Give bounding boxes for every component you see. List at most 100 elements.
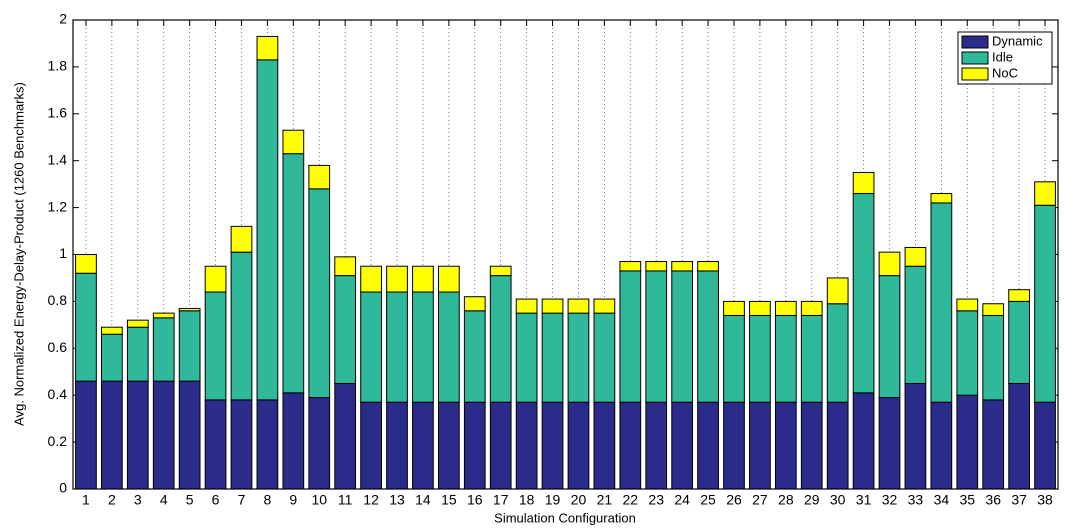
- bar-segment: [619, 401, 642, 490]
- bar-segment: [619, 261, 642, 272]
- x-tick-label: 5: [186, 492, 194, 508]
- bar-segment: [774, 401, 797, 490]
- bar-segment: [101, 333, 123, 382]
- bar-segment: [412, 291, 434, 403]
- bar-segment: [515, 312, 538, 403]
- bar-segment: [541, 401, 564, 490]
- bar-segment: [878, 275, 901, 399]
- x-tick-label: 17: [493, 492, 509, 508]
- x-tick-label: 20: [571, 492, 587, 508]
- bar-segment: [800, 314, 823, 403]
- x-tick-label: 33: [908, 492, 924, 508]
- bar-segment: [152, 312, 175, 319]
- bar-segment: [101, 326, 123, 335]
- x-tick-label: 37: [1011, 492, 1027, 508]
- bar-segment: [75, 254, 97, 274]
- x-tick-label: 38: [1037, 492, 1053, 508]
- bar-segment: [515, 298, 538, 314]
- bar-segment: [282, 129, 305, 155]
- bar-segment: [360, 291, 382, 403]
- bar-segment: [412, 401, 434, 490]
- bar-segment: [204, 399, 227, 490]
- x-tick-label: 19: [545, 492, 561, 508]
- x-tick-label: 24: [674, 492, 690, 508]
- bar-segment: [308, 397, 331, 490]
- x-tick-label: 1: [82, 492, 90, 508]
- x-tick-label: 30: [830, 492, 846, 508]
- bar-segment: [645, 261, 668, 272]
- bar-segment: [386, 401, 408, 490]
- bar-segment: [982, 399, 1005, 490]
- x-axis-label: Simulation Configuration: [494, 510, 636, 525]
- x-tick-label: 36: [985, 492, 1001, 508]
- x-tick-label: 12: [363, 492, 379, 508]
- bar-segment: [826, 277, 849, 305]
- bar-segment: [126, 326, 149, 382]
- bar-segment: [308, 188, 331, 399]
- bar-segment: [593, 312, 616, 403]
- bar-segment: [282, 153, 305, 394]
- bar-segment: [749, 300, 771, 316]
- bar-segment: [567, 298, 590, 314]
- x-tick-label: 13: [389, 492, 405, 508]
- bar-segment: [1034, 181, 1056, 206]
- bar-segment: [749, 314, 771, 403]
- bar-segment: [852, 193, 875, 394]
- bar-segment: [178, 380, 201, 490]
- y-tick-label: 1.2: [48, 198, 68, 214]
- y-tick-label: 1.8: [48, 58, 68, 74]
- x-tick-label: 21: [597, 492, 613, 508]
- x-tick-label: 31: [856, 492, 872, 508]
- bar-segment: [541, 298, 564, 314]
- bar-segment: [671, 401, 694, 490]
- x-tick-label: 34: [934, 492, 950, 508]
- x-tick-label: 23: [648, 492, 664, 508]
- bar-segment: [463, 310, 486, 403]
- bar-segment: [1008, 300, 1030, 384]
- bar-segment: [126, 319, 149, 328]
- legend-label: Idle: [992, 49, 1013, 64]
- y-axis-label: Avg. Normalized Energy-Delay-Product (12…: [11, 82, 26, 426]
- x-tick-label: 15: [441, 492, 457, 508]
- bar-segment: [852, 392, 875, 490]
- x-tick-label: 2: [108, 492, 116, 508]
- bar-segment: [697, 261, 719, 272]
- bar-segment: [645, 270, 668, 403]
- x-tick-label: 29: [804, 492, 820, 508]
- x-tick-label: 10: [311, 492, 327, 508]
- bar-segment: [308, 164, 331, 190]
- bar-segment: [956, 298, 979, 312]
- bar-segment: [852, 171, 875, 195]
- bar-segment: [800, 401, 823, 490]
- bar-segment: [904, 246, 927, 267]
- x-tick-label: 26: [726, 492, 742, 508]
- bar-segment: [489, 265, 512, 277]
- x-tick-label: 28: [778, 492, 794, 508]
- x-tick-label: 27: [752, 492, 768, 508]
- bar-segment: [515, 401, 538, 490]
- x-tick-label: 8: [264, 492, 272, 508]
- bar-segment: [723, 401, 745, 490]
- legend-swatch: [961, 67, 989, 81]
- y-tick-label: 0: [59, 480, 67, 496]
- bar-segment: [334, 256, 357, 277]
- x-tick-label: 9: [289, 492, 297, 508]
- bar-segment: [671, 261, 694, 272]
- bar-segment: [567, 312, 590, 403]
- bar-segment: [1034, 204, 1056, 403]
- bar-segment: [749, 401, 771, 490]
- bar-segment: [593, 298, 616, 314]
- bar-segment: [230, 399, 253, 490]
- bar-segment: [878, 397, 901, 490]
- y-tick-label: 0.4: [48, 386, 68, 402]
- bar-segment: [930, 401, 953, 490]
- bar-segment: [956, 310, 979, 396]
- bar-segment: [386, 265, 408, 293]
- bar-segment: [437, 265, 460, 293]
- bar-segment: [723, 300, 745, 316]
- bar-segment: [930, 193, 953, 204]
- bar-segment: [541, 312, 564, 403]
- bar-segment: [437, 401, 460, 490]
- bar-segment: [334, 382, 357, 490]
